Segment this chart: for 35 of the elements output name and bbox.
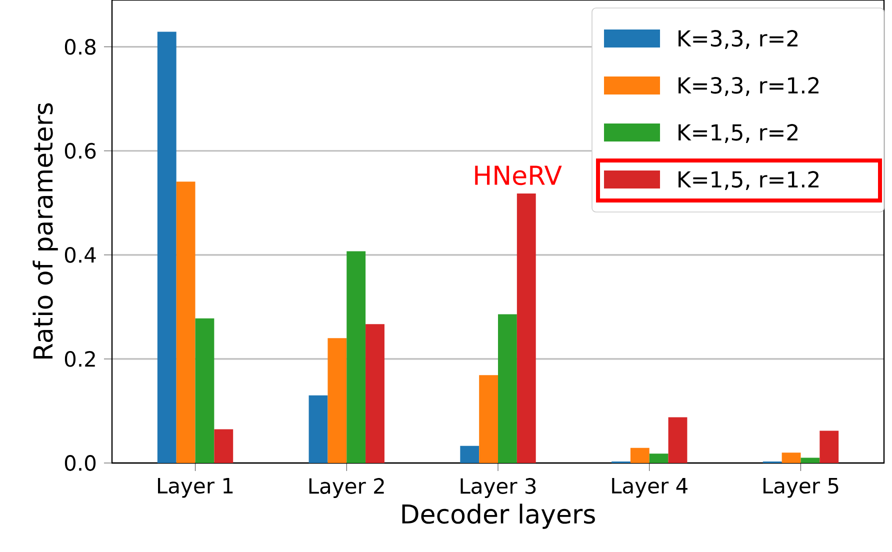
legend-label: K=3,3, r=2 — [678, 30, 798, 49]
bar — [668, 417, 688, 463]
annotation: HNeRV — [475, 166, 562, 186]
x-tick-label: Layer 4 — [612, 478, 688, 498]
bar — [157, 32, 176, 463]
bar — [328, 338, 347, 463]
bar — [820, 430, 839, 463]
bar — [649, 454, 668, 463]
bar — [176, 182, 196, 463]
y-tick-label: 0.4 — [64, 246, 96, 263]
x-tick-label: Layer 5 — [764, 478, 838, 498]
bar — [782, 452, 801, 463]
y-tick-label: 0.8 — [64, 38, 96, 55]
legend-label: K=1,5, r=2 — [678, 124, 798, 143]
bar — [346, 251, 366, 463]
legend-label: K=1,5, r=1.2 — [678, 171, 818, 190]
bar — [630, 448, 650, 463]
legend-label: K=3,3, r=1.2 — [678, 77, 818, 96]
y-tick-label: 0.6 — [64, 142, 96, 159]
bar — [479, 375, 498, 463]
bar — [308, 395, 328, 463]
bar — [366, 324, 384, 463]
bar — [498, 314, 517, 463]
bar — [800, 458, 820, 463]
bar — [460, 446, 480, 463]
x-tick-label: Layer 3 — [460, 478, 536, 498]
y-tick-label: 0.2 — [64, 351, 95, 367]
bar — [195, 318, 214, 463]
x-tick-label: Layer 2 — [309, 478, 384, 498]
x-axis-title: Decoder layers — [402, 504, 595, 529]
y-tick-label: 0.0 — [64, 455, 96, 471]
bar — [214, 429, 234, 463]
x-tick-label: Layer 1 — [158, 478, 233, 498]
bar — [516, 194, 536, 463]
y-axis-title: Ratio of parameters — [32, 103, 58, 359]
